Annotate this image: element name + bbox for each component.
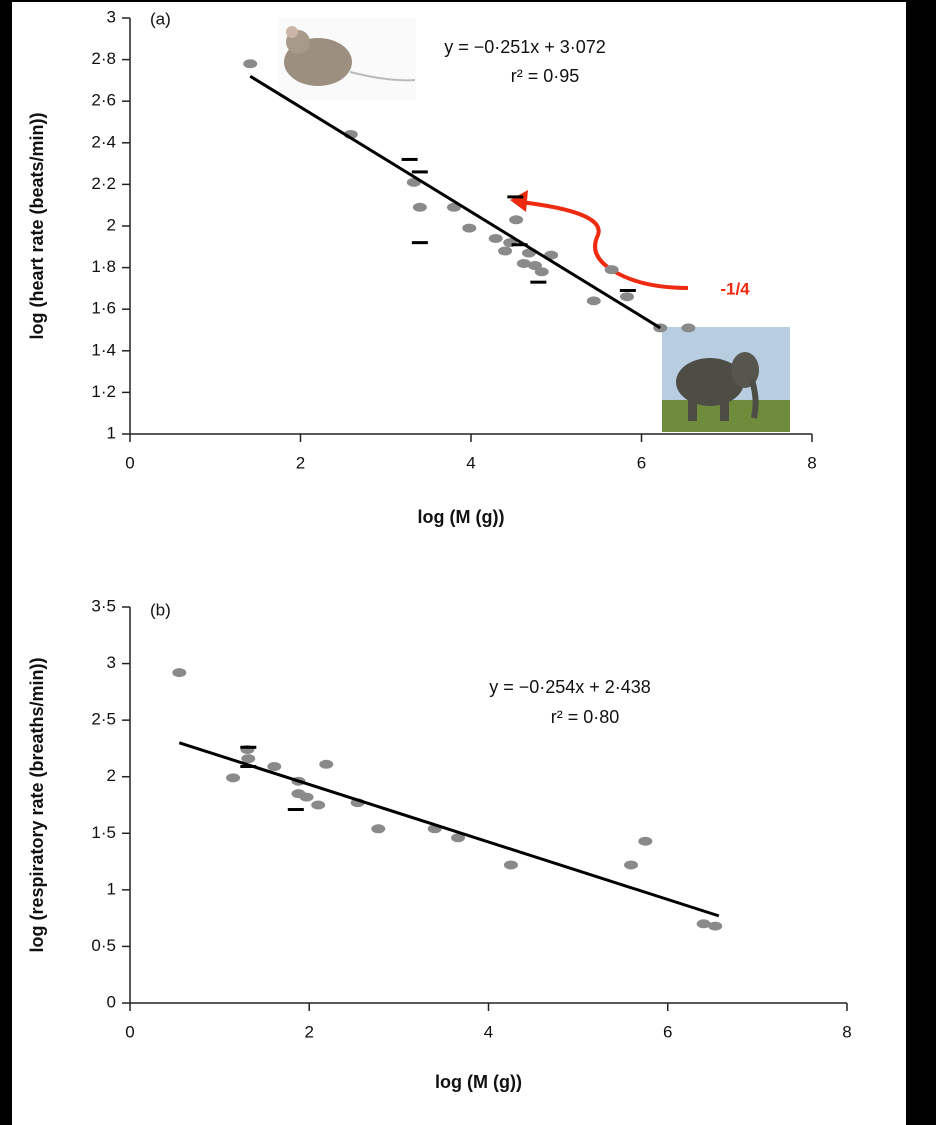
data-point	[243, 59, 258, 69]
equation: y = −0·251x + 3·072	[444, 37, 606, 57]
x-tick-label: 6	[663, 1022, 672, 1041]
background	[12, 2, 906, 1125]
equation: y = −0·254x + 2·438	[489, 677, 651, 697]
data-point	[696, 919, 711, 929]
data-point	[586, 296, 601, 306]
x-tick-label: 6	[637, 453, 646, 472]
range-mark	[411, 241, 428, 245]
y-tick-label: 3	[107, 7, 116, 26]
y-tick-label: 1·8	[91, 257, 116, 276]
x-tick-label: 2	[305, 1022, 314, 1041]
x-tick-label: 0	[125, 1022, 134, 1041]
data-point	[498, 246, 513, 256]
x-axis-label: log (M (g))	[435, 1072, 522, 1092]
y-tick-label: 2·6	[91, 91, 116, 110]
mouse-image	[278, 18, 416, 100]
range-mark	[507, 195, 524, 199]
panel-label: (b)	[150, 600, 171, 619]
data-point	[371, 824, 386, 834]
range-mark	[401, 157, 418, 161]
data-point	[241, 754, 256, 764]
data-point	[267, 762, 282, 772]
data-point	[451, 833, 466, 843]
range-mark	[287, 808, 304, 812]
slope-arrow	[510, 190, 689, 290]
data-point	[503, 860, 518, 870]
data-point	[534, 267, 549, 277]
data-point	[624, 860, 639, 870]
y-tick-label: 2	[107, 215, 116, 234]
y-tick-label: 1	[107, 879, 116, 898]
fit-line	[178, 741, 720, 918]
data-point	[412, 202, 427, 212]
range-mark	[411, 170, 428, 174]
data-point	[488, 233, 503, 243]
r-squared: r² = 0·80	[551, 707, 620, 727]
r-squared: r² = 0·95	[511, 66, 580, 86]
data-point	[620, 292, 635, 302]
y-tick-label: 1·2	[91, 382, 116, 401]
x-tick-label: 4	[484, 1022, 493, 1041]
data-point	[226, 773, 241, 783]
y-tick-label: 3	[107, 653, 116, 672]
data-point	[462, 223, 477, 233]
data-point	[604, 265, 619, 275]
data-point	[527, 261, 542, 271]
range-mark	[240, 745, 257, 749]
y-tick-label: 2·2	[91, 174, 116, 193]
y-axis-label: log (heart rate (beats/min))	[27, 112, 47, 339]
y-tick-label: 0·5	[91, 936, 116, 955]
y-tick-label: 2·8	[91, 49, 116, 68]
panel-label: (a)	[150, 9, 171, 28]
y-tick-label: 1·5	[91, 823, 116, 842]
y-tick-label: 1	[107, 423, 116, 442]
x-tick-label: 8	[842, 1022, 851, 1041]
x-axis-label: log (M (g))	[418, 507, 505, 527]
annotation: -1/4	[720, 279, 750, 298]
x-tick-label: 0	[125, 453, 134, 472]
data-point	[708, 921, 723, 931]
range-mark	[530, 280, 547, 284]
x-tick-label: 8	[807, 453, 816, 472]
data-point	[172, 668, 187, 678]
y-tick-label: 2	[107, 766, 116, 785]
x-tick-label: 2	[296, 453, 305, 472]
y-tick-label: 2·5	[91, 710, 116, 729]
range-mark	[240, 765, 257, 769]
y-tick-label: 0	[107, 992, 116, 1011]
range-mark	[619, 288, 636, 292]
data-point	[319, 759, 334, 769]
data-point	[516, 258, 531, 268]
data-point	[681, 323, 696, 333]
y-tick-label: 1·6	[91, 299, 116, 318]
data-point	[509, 215, 524, 225]
data-point	[299, 792, 314, 802]
y-axis-label: log (respiratory rate (breaths/min))	[27, 657, 47, 952]
y-tick-label: 2·4	[91, 132, 116, 151]
x-tick-label: 4	[466, 453, 475, 472]
data-point	[311, 800, 326, 810]
fit-line	[249, 74, 662, 330]
data-point	[638, 836, 653, 846]
range-mark	[511, 243, 528, 247]
y-tick-label: 1·4	[91, 340, 116, 359]
y-tick-label: 3·5	[91, 596, 116, 615]
elephant-image	[662, 327, 790, 432]
